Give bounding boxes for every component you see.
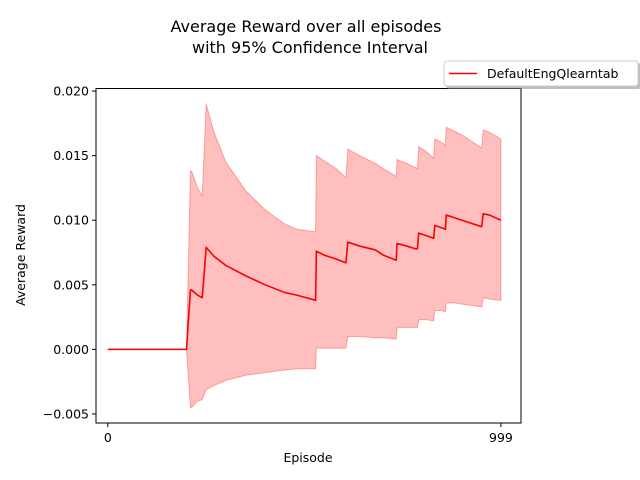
plot-frame — [95, 88, 522, 424]
legend: DefaultEngQlearntab — [443, 60, 640, 89]
y-tick-label: 0.010 — [53, 213, 89, 228]
y-tick-label: 0.020 — [53, 84, 89, 99]
x-tick-label: 999 — [489, 430, 513, 445]
chart-title-line1: Average Reward over all episodes — [171, 17, 442, 36]
chart-title-line2: with 95% Confidence Interval — [192, 38, 428, 57]
axes: −0.005 0.000 0.005 0.010 0.015 0.020 0 999 — [43, 84, 513, 445]
x-axis-label: Episode — [283, 450, 332, 465]
y-tick-label: 0.015 — [53, 148, 89, 163]
legend-box — [443, 60, 639, 87]
plot-area — [107, 103, 502, 408]
y-axis-label: Average Reward — [13, 204, 28, 306]
y-tick-label: 0.005 — [53, 277, 89, 292]
series-line-0 — [107, 212, 502, 351]
y-tick-label: −0.005 — [43, 406, 89, 421]
x-tick-label: 0 — [104, 430, 112, 445]
y-tick-label: 0.000 — [53, 342, 89, 357]
legend-label: DefaultEngQlearntab — [487, 66, 618, 81]
